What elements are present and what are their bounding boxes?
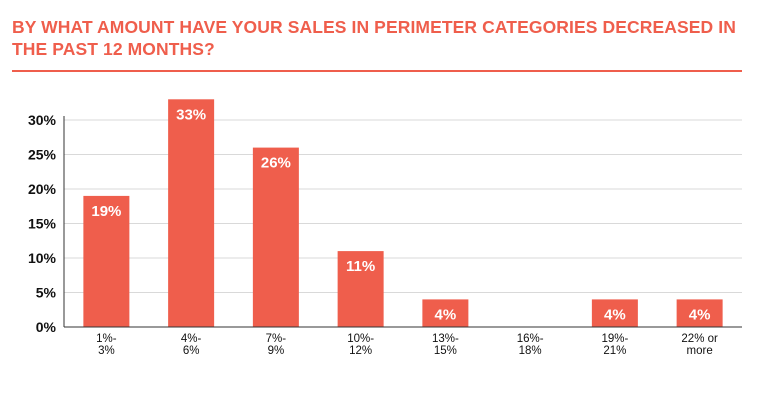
x-tick-label-line: 16%- (517, 333, 544, 345)
bar (337, 251, 384, 327)
x-tick-label: 10%-12% (347, 333, 374, 357)
bar (168, 99, 215, 327)
x-tick-label-line: 3% (98, 345, 115, 357)
y-tick-label: 20% (28, 181, 57, 197)
x-tick-label-line: 13%- (432, 333, 459, 345)
x-tick-label-line: 12% (349, 345, 372, 357)
y-tick-label: 5% (36, 285, 57, 301)
x-tick-label: 19%-21% (601, 333, 628, 357)
x-tick-label: 1%-3% (96, 333, 117, 357)
y-tick-label: 30% (28, 112, 57, 128)
bar (422, 299, 469, 327)
bar (252, 147, 299, 327)
bar (83, 195, 130, 327)
data-label: 4% (435, 306, 457, 323)
x-tick-label-line: 9% (268, 345, 285, 357)
data-label: 33% (176, 106, 206, 123)
data-label: 4% (689, 306, 711, 323)
x-tick-label: 16%-18% (517, 333, 544, 357)
bar (591, 299, 638, 327)
x-tick-label-line: 1%- (96, 333, 117, 345)
y-tick-label: 15% (28, 216, 57, 232)
x-tick-label-line: 19%- (601, 333, 628, 345)
bar (676, 299, 723, 327)
x-tick-label-line: 18% (519, 345, 542, 357)
y-tick-label: 10% (28, 250, 57, 266)
title-divider (12, 70, 742, 72)
x-tick-label-line: more (687, 345, 713, 357)
x-tick-label-line: 10%- (347, 333, 374, 345)
chart-title: BY WHAT AMOUNT HAVE YOUR SALES IN PERIME… (12, 17, 736, 59)
x-tick-label-line: 6% (183, 345, 200, 357)
data-label: 19% (91, 203, 121, 220)
x-tick-label: 4%-6% (181, 333, 202, 357)
x-tick-label-line: 15% (434, 345, 457, 357)
x-tick-label: 22% or more (681, 333, 718, 357)
data-label: 11% (346, 258, 375, 275)
x-tick-label-line: 7%- (266, 333, 287, 345)
x-tick-label: 13%-15% (432, 333, 459, 357)
y-tick-label: 0% (36, 319, 57, 335)
x-tick-label-line: 4%- (181, 333, 202, 345)
x-tick-label-line: 21% (603, 345, 626, 357)
data-label: 4% (604, 306, 626, 323)
x-tick-label-line: 22% or (681, 333, 718, 345)
data-label: 26% (261, 155, 291, 172)
y-tick-label: 25% (28, 147, 57, 163)
x-tick-label: 7%-9% (266, 333, 287, 357)
